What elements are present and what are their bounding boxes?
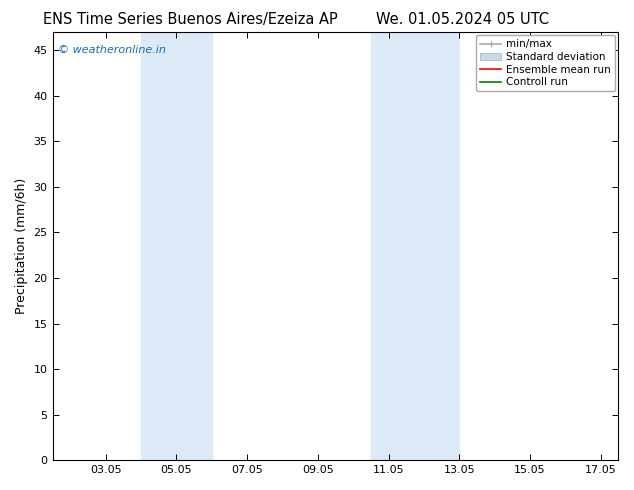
Y-axis label: Precipitation (mm/6h): Precipitation (mm/6h) <box>15 178 28 314</box>
Legend: min/max, Standard deviation, Ensemble mean run, Controll run: min/max, Standard deviation, Ensemble me… <box>476 35 616 92</box>
Bar <box>141 32 212 460</box>
Text: ENS Time Series Buenos Aires/Ezeiza AP: ENS Time Series Buenos Aires/Ezeiza AP <box>43 12 337 27</box>
Text: We. 01.05.2024 05 UTC: We. 01.05.2024 05 UTC <box>377 12 549 27</box>
Bar <box>371 32 459 460</box>
Text: © weatheronline.in: © weatheronline.in <box>58 45 166 55</box>
